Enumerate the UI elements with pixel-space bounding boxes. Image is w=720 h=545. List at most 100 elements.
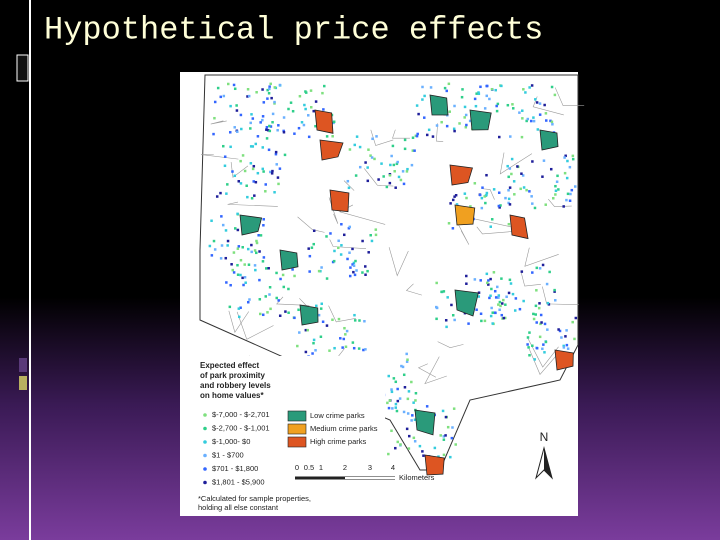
property-dot <box>243 263 246 266</box>
property-dot <box>222 94 226 98</box>
property-dot <box>246 247 250 251</box>
property-dot <box>463 116 466 119</box>
property-dot <box>479 279 482 282</box>
property-dot <box>229 283 232 287</box>
property-dot <box>390 388 393 391</box>
property-dot <box>405 427 409 431</box>
property-dot <box>221 223 225 227</box>
property-dot <box>464 125 468 129</box>
property-dot <box>440 120 443 124</box>
property-dot <box>247 94 251 98</box>
property-dot <box>352 270 355 274</box>
neighborhood-line <box>436 123 444 143</box>
property-dot <box>565 329 568 332</box>
property-dot <box>223 164 227 168</box>
property-dot <box>398 397 402 400</box>
property-dot <box>347 226 351 230</box>
property-dot <box>273 100 276 104</box>
property-dot <box>240 127 243 131</box>
property-dot <box>536 128 540 131</box>
property-dot <box>364 348 367 351</box>
property-dot <box>411 136 415 139</box>
property-dot <box>451 227 455 230</box>
property-dot <box>255 251 258 255</box>
property-dot <box>261 88 264 91</box>
property-dot <box>464 113 468 117</box>
property-dot <box>337 246 340 250</box>
legend-label: High crime parks <box>310 437 367 446</box>
property-dot <box>423 94 426 98</box>
property-dot <box>502 316 506 320</box>
property-dot <box>538 302 541 305</box>
property-dot <box>319 269 322 273</box>
park <box>239 214 263 236</box>
property-dot <box>460 95 464 99</box>
property-dot <box>477 92 481 96</box>
property-dot <box>239 113 243 117</box>
property-dot <box>293 316 296 320</box>
property-dot <box>394 380 398 384</box>
property-dot <box>332 259 336 263</box>
property-dot <box>435 317 438 321</box>
property-dot <box>509 135 512 138</box>
property-dot <box>435 306 439 310</box>
property-dot <box>529 119 533 123</box>
property-dot <box>560 336 563 339</box>
property-dot <box>352 261 356 265</box>
property-dot <box>213 100 217 104</box>
property-dot <box>277 182 280 186</box>
property-dot <box>490 218 494 221</box>
property-dot <box>277 299 280 302</box>
property-dot <box>226 183 229 186</box>
property-dot <box>441 409 445 413</box>
property-dot <box>237 307 241 310</box>
property-dot <box>210 219 213 223</box>
property-dot <box>236 130 239 133</box>
property-dot <box>407 447 411 450</box>
property-dot <box>465 282 468 285</box>
accent-square <box>19 376 27 390</box>
property-dot <box>455 203 459 206</box>
property-dot <box>406 412 410 415</box>
property-dot <box>349 266 352 269</box>
property-dot <box>269 125 273 128</box>
property-dot <box>216 86 220 90</box>
property-dot <box>323 84 326 88</box>
property-dot <box>355 269 358 272</box>
property-dot <box>574 316 578 320</box>
property-dot <box>405 352 408 356</box>
property-dot <box>265 128 268 131</box>
property-dot <box>453 104 456 108</box>
property-dot <box>465 274 468 278</box>
property-dot <box>321 320 325 324</box>
property-dot <box>496 285 499 289</box>
property-dot <box>269 170 272 174</box>
property-dot <box>266 311 269 314</box>
property-dot <box>358 165 362 169</box>
property-dot <box>507 222 511 226</box>
property-dot <box>225 192 228 195</box>
property-dot <box>307 114 310 117</box>
property-dot <box>465 123 468 127</box>
property-dot <box>346 257 349 261</box>
property-dot <box>527 346 530 349</box>
property-dot <box>268 87 271 91</box>
property-dot <box>416 132 419 136</box>
property-dot <box>304 350 308 354</box>
property-dot <box>543 351 546 354</box>
property-dot <box>505 295 508 299</box>
property-dot <box>412 401 415 404</box>
property-dot <box>339 253 343 256</box>
property-dot <box>442 290 446 293</box>
property-dot <box>312 338 316 342</box>
property-dot <box>222 144 225 148</box>
property-dot <box>252 164 256 168</box>
property-dot <box>337 239 340 243</box>
property-dot <box>270 172 274 175</box>
property-dot <box>255 241 259 245</box>
property-dot <box>344 333 347 336</box>
property-dot <box>304 107 307 111</box>
property-dot <box>498 135 501 139</box>
property-dot <box>391 407 394 410</box>
property-dot <box>403 138 407 142</box>
